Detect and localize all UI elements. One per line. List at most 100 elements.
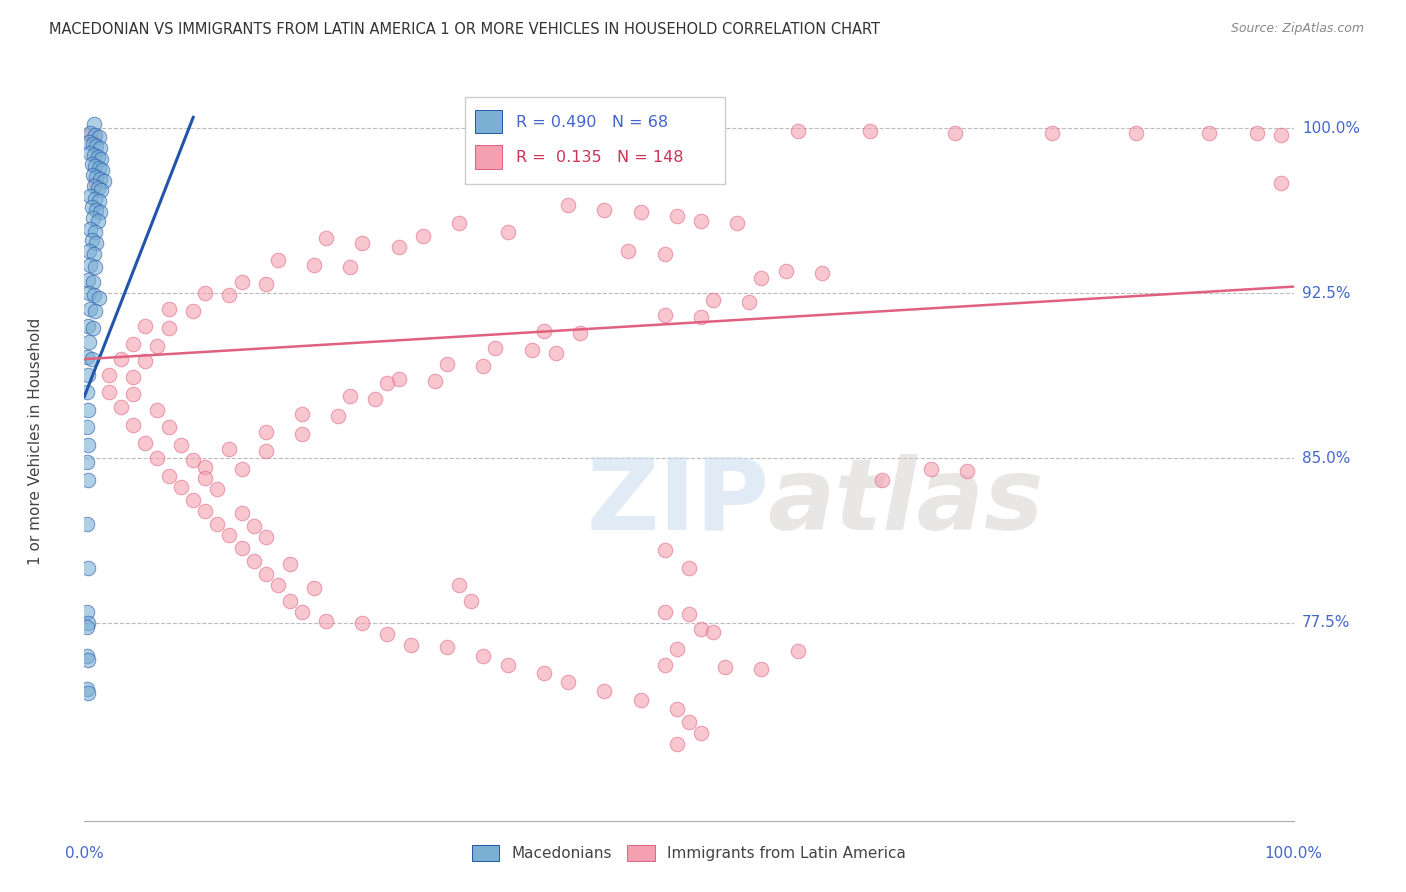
Point bbox=[86, 169, 108, 184]
Point bbox=[79, 222, 101, 236]
FancyBboxPatch shape bbox=[465, 96, 725, 184]
FancyBboxPatch shape bbox=[475, 145, 502, 169]
Point bbox=[134, 319, 156, 334]
Point bbox=[678, 714, 700, 729]
Point bbox=[484, 341, 506, 355]
Point bbox=[90, 152, 112, 166]
Point bbox=[77, 286, 100, 301]
Point bbox=[82, 168, 104, 182]
Point bbox=[170, 438, 193, 452]
Point bbox=[278, 557, 301, 571]
Point bbox=[76, 385, 98, 400]
Point bbox=[496, 225, 519, 239]
Point bbox=[121, 369, 143, 384]
Point bbox=[76, 681, 98, 696]
Point bbox=[714, 660, 737, 674]
Point bbox=[121, 387, 143, 401]
Point bbox=[725, 216, 748, 230]
Point bbox=[533, 324, 555, 338]
Point bbox=[79, 126, 101, 140]
Point bbox=[77, 438, 100, 452]
Point bbox=[460, 594, 482, 608]
Point bbox=[87, 194, 110, 208]
Point bbox=[533, 666, 555, 681]
Point bbox=[218, 528, 240, 542]
Point bbox=[231, 506, 253, 520]
Point bbox=[84, 159, 107, 173]
Point bbox=[254, 425, 277, 439]
Point bbox=[690, 725, 713, 739]
Point bbox=[1246, 126, 1268, 140]
Point bbox=[472, 648, 495, 663]
Point bbox=[146, 450, 169, 465]
Point bbox=[315, 614, 337, 628]
Point bbox=[121, 336, 143, 351]
Point bbox=[242, 554, 264, 568]
Point bbox=[84, 260, 107, 274]
Point bbox=[811, 267, 834, 281]
Point bbox=[89, 205, 111, 219]
Point bbox=[569, 326, 592, 340]
Point bbox=[146, 339, 169, 353]
Point bbox=[86, 177, 108, 191]
Point bbox=[79, 128, 101, 142]
Point bbox=[181, 492, 204, 507]
Point bbox=[157, 468, 180, 483]
Point bbox=[77, 334, 100, 349]
Text: 1 or more Vehicles in Household: 1 or more Vehicles in Household bbox=[28, 318, 44, 566]
Point bbox=[665, 701, 688, 715]
Point bbox=[859, 123, 882, 137]
Point bbox=[77, 319, 100, 334]
Point bbox=[79, 301, 101, 316]
Point bbox=[242, 519, 264, 533]
Point bbox=[339, 389, 361, 403]
Point bbox=[1040, 126, 1063, 140]
Text: 0.0%: 0.0% bbox=[65, 846, 104, 861]
Point bbox=[90, 183, 112, 197]
Text: 77.5%: 77.5% bbox=[1302, 615, 1350, 631]
Point bbox=[352, 235, 374, 250]
Point bbox=[82, 211, 104, 226]
Point bbox=[654, 308, 676, 322]
Text: 85.0%: 85.0% bbox=[1302, 450, 1350, 466]
Point bbox=[97, 385, 120, 400]
Point bbox=[79, 145, 101, 160]
Point bbox=[218, 442, 240, 457]
Point bbox=[654, 605, 676, 619]
Point bbox=[617, 244, 640, 259]
Point bbox=[84, 192, 107, 206]
Point bbox=[181, 453, 204, 467]
Point bbox=[267, 578, 290, 592]
Point bbox=[291, 605, 314, 619]
Point bbox=[496, 657, 519, 672]
Point bbox=[89, 141, 111, 155]
FancyBboxPatch shape bbox=[475, 110, 502, 133]
Point bbox=[87, 161, 110, 175]
Point bbox=[80, 201, 103, 215]
Point bbox=[388, 240, 411, 254]
Point bbox=[83, 130, 105, 145]
Point bbox=[89, 172, 111, 186]
Point bbox=[436, 640, 458, 654]
Point bbox=[83, 147, 105, 161]
Point bbox=[77, 615, 100, 630]
Point bbox=[920, 462, 942, 476]
Text: 92.5%: 92.5% bbox=[1302, 285, 1350, 301]
Point bbox=[375, 376, 398, 391]
Point bbox=[472, 359, 495, 373]
Point bbox=[1270, 177, 1292, 191]
Point bbox=[82, 136, 104, 151]
Point bbox=[84, 128, 107, 142]
Text: 100.0%: 100.0% bbox=[1264, 846, 1323, 861]
Point bbox=[943, 126, 966, 140]
Point bbox=[872, 473, 894, 487]
Point bbox=[231, 462, 253, 476]
Point bbox=[291, 426, 314, 441]
Point bbox=[388, 372, 411, 386]
Point bbox=[77, 653, 100, 667]
Point bbox=[84, 303, 107, 318]
Point bbox=[690, 213, 713, 227]
Point bbox=[254, 444, 277, 458]
Point bbox=[399, 638, 422, 652]
Point bbox=[194, 286, 217, 301]
